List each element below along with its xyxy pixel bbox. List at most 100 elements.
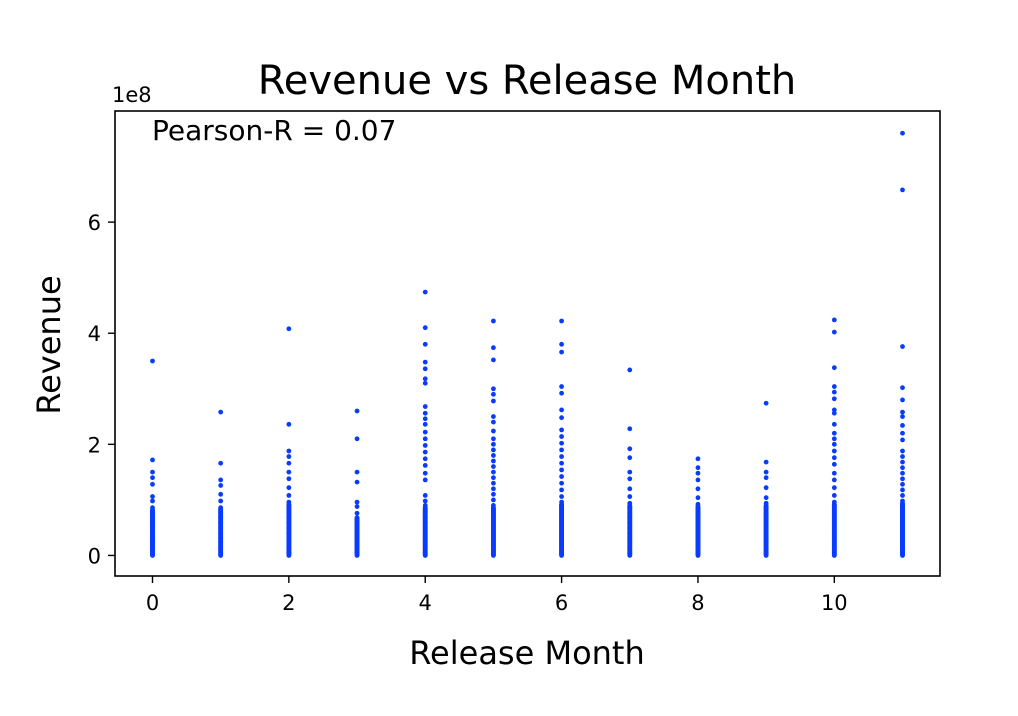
data-point (831, 384, 837, 389)
data-point (559, 480, 564, 486)
data-point (831, 410, 837, 416)
data-point (150, 475, 155, 481)
data-point (559, 415, 564, 421)
data-point (354, 515, 360, 521)
data-point (559, 467, 564, 473)
data-point (831, 389, 837, 395)
data-point (559, 440, 564, 446)
data-point (900, 493, 905, 498)
data-point (150, 469, 155, 475)
data-point (422, 325, 428, 331)
data-point (286, 460, 292, 466)
y-axis-label: Revenue (30, 275, 68, 414)
data-point (559, 447, 564, 453)
data-point (763, 495, 769, 501)
data-point (286, 454, 292, 459)
data-point (354, 510, 360, 516)
data-point (900, 385, 905, 391)
data-point (422, 503, 428, 508)
y-tick-label: 0 (88, 544, 101, 568)
data-point (150, 494, 155, 499)
data-point (491, 357, 496, 363)
data-point (900, 498, 905, 504)
data-point (900, 414, 905, 419)
data-point (218, 491, 224, 497)
data-point (695, 495, 701, 501)
data-point (900, 344, 905, 349)
data-point (763, 500, 769, 506)
data-point (218, 477, 224, 483)
data-point (150, 498, 155, 504)
data-point (559, 427, 564, 433)
data-point (559, 494, 564, 499)
data-point (491, 458, 496, 464)
data-point (354, 479, 360, 485)
data-point (831, 461, 837, 467)
data-point (559, 341, 564, 347)
data-point (900, 454, 905, 459)
data-point (559, 434, 564, 439)
data-point (491, 386, 496, 392)
data-point (422, 404, 428, 409)
data-point (491, 491, 496, 497)
data-point (900, 187, 905, 193)
data-point (491, 318, 496, 324)
data-point (422, 380, 428, 386)
data-point (763, 400, 769, 406)
data-point (627, 446, 633, 452)
data-point (218, 460, 224, 466)
data-point (695, 465, 701, 471)
data-point (491, 441, 496, 447)
data-point (627, 367, 633, 373)
data-point (831, 329, 837, 335)
data-point (422, 289, 428, 295)
data-point (491, 464, 496, 469)
data-point (422, 449, 428, 455)
data-point (491, 503, 496, 508)
data-point (831, 499, 837, 505)
data-point (491, 475, 496, 481)
data-point (491, 453, 496, 458)
data-point (695, 486, 701, 492)
data-point (900, 423, 905, 428)
data-point (150, 457, 155, 463)
data-point (831, 421, 837, 427)
data-point (559, 460, 564, 466)
data-point (831, 436, 837, 442)
x-axis-ticks: 0 2 4 6 8 10 (146, 576, 848, 615)
data-point (422, 341, 428, 347)
data-point (831, 407, 837, 413)
data-point (831, 448, 837, 454)
data-point (559, 349, 564, 355)
chart-title: Revenue vs Release Month (258, 58, 797, 104)
data-point (422, 376, 428, 382)
data-point (422, 493, 428, 498)
data-point (354, 504, 360, 509)
data-point (286, 493, 292, 498)
data-point (559, 474, 564, 479)
data-point (286, 448, 292, 454)
data-point (218, 409, 224, 415)
data-point (491, 428, 496, 434)
data-point (422, 416, 428, 422)
data-point (831, 441, 837, 447)
data-point (900, 481, 905, 487)
x-axis-label: Release Month (409, 634, 645, 672)
data-point (900, 448, 905, 454)
plot-frame (114, 110, 941, 577)
data-point (559, 499, 564, 505)
data-point (900, 459, 905, 465)
data-point (559, 318, 564, 324)
data-point (763, 475, 769, 481)
data-point (491, 480, 496, 486)
data-point (218, 483, 224, 488)
data-point (559, 407, 564, 413)
data-point (627, 426, 633, 432)
data-point (559, 454, 564, 459)
data-point (900, 465, 905, 471)
data-point (422, 477, 428, 483)
data-point (763, 459, 769, 465)
data-point (422, 359, 428, 365)
